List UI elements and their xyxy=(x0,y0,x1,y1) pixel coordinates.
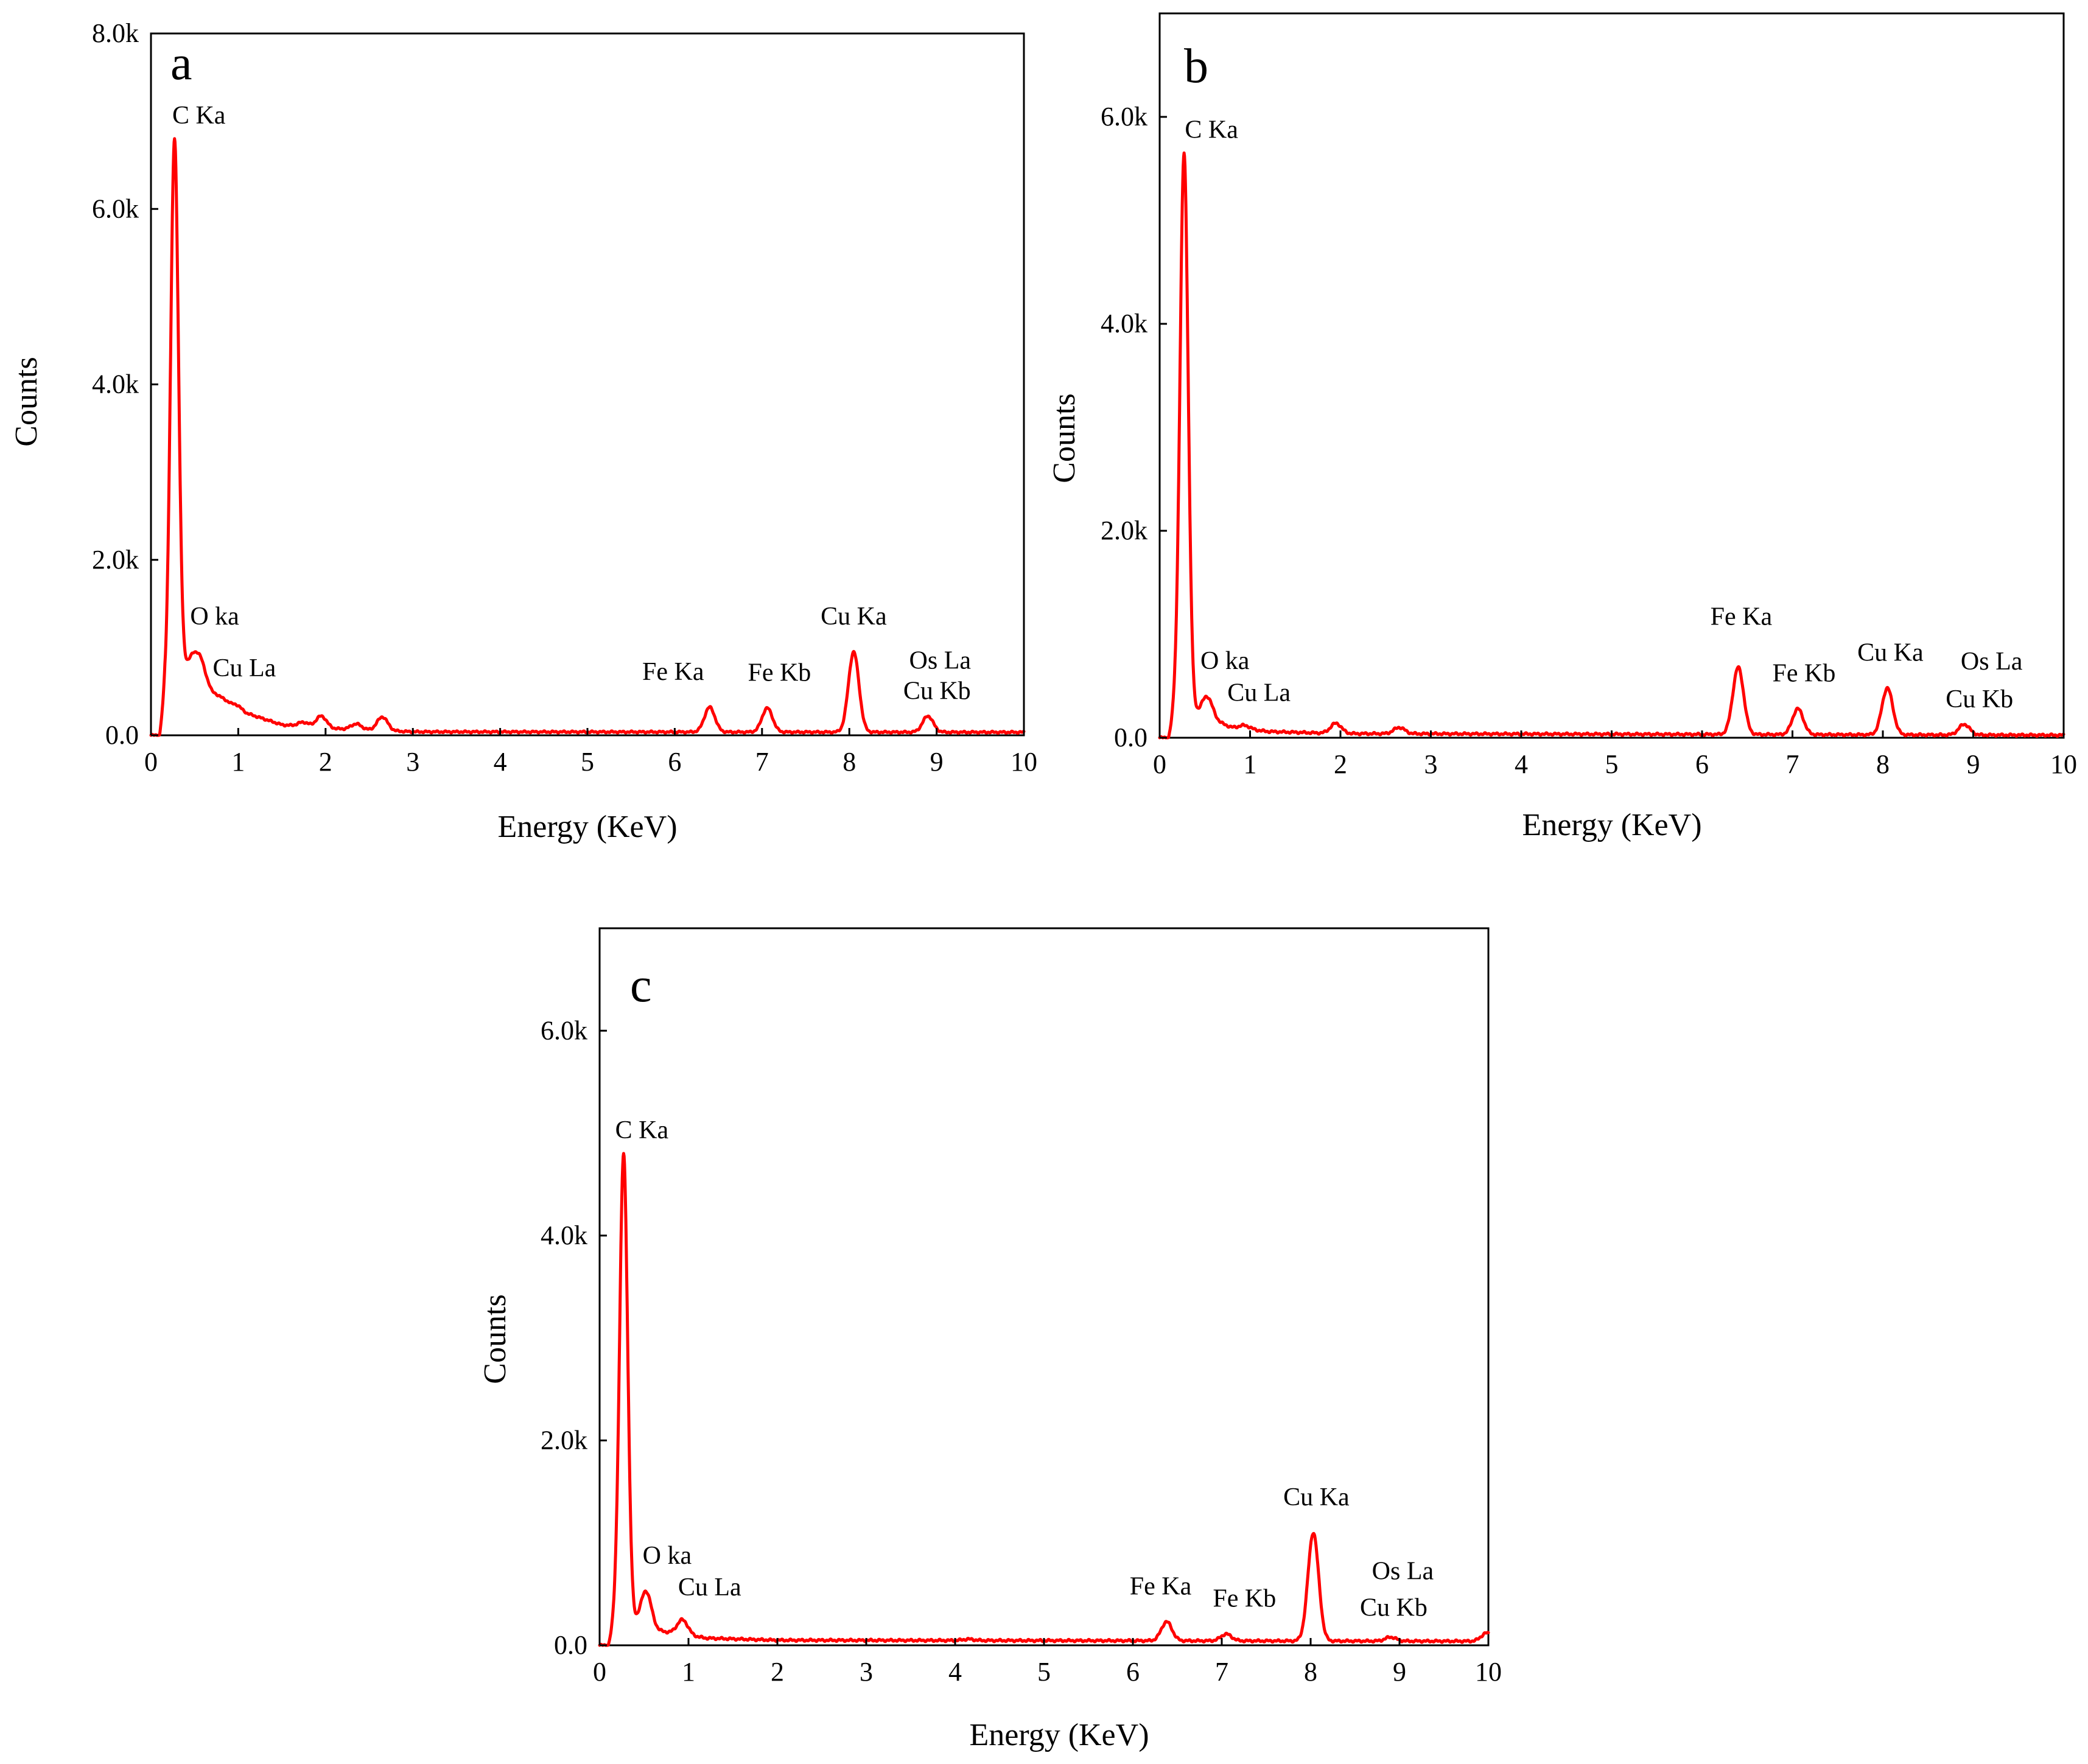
panel-b-peak-label: Cu La xyxy=(1227,679,1291,707)
panel-c-x-tick-label: 10 xyxy=(1475,1657,1502,1687)
panel-c-x-tick-label: 2 xyxy=(771,1657,784,1687)
panel-a-y-tick-label: 6.0k xyxy=(92,194,139,223)
panel-b-spectrum-line xyxy=(1158,151,2065,740)
panel-b-x-tick-label: 2 xyxy=(1334,749,1347,779)
panel-c-x-tick-label: 3 xyxy=(860,1657,873,1687)
panel-b-x-tick-label: 9 xyxy=(1967,749,1980,779)
panel-c-x-tick-label: 8 xyxy=(1304,1657,1317,1687)
panel-b-chart: 0 1 2 3 4 5 6 7 8 9 10 0.0 2.0k 4.0k 6.0k C Ka O ka Cu … xyxy=(1047,12,2077,842)
panel-b-x-tick-label: 3 xyxy=(1424,749,1438,779)
panel-b-x-tick-label: 5 xyxy=(1605,749,1619,779)
panel-a-chart: 0 1 2 3 4 5 6 7 8 9 10 0.0 2.0k 4.0k 6.0k 8.0k C Ka O k… xyxy=(9,18,1037,844)
panel-b-x-axis: 0 1 2 3 4 5 6 7 8 9 10 xyxy=(1153,730,2077,779)
panel-a-x-tick-label: 3 xyxy=(406,747,419,777)
panel-b-y-tick-label: 2.0k xyxy=(1101,516,1147,545)
panel-b-peak-label: Fe Kb xyxy=(1772,659,1835,687)
panel-b-peak-labels: C Ka O ka Cu La Fe Ka Fe Kb Cu Ka Os La Cu Kb xyxy=(1185,116,2022,713)
panel-c-x-tick-label: 5 xyxy=(1037,1657,1051,1687)
panel-c-peak-label: Cu Kb xyxy=(1360,1594,1428,1622)
panel-c-x-tick-label: 4 xyxy=(948,1657,962,1687)
panel-a-x-tick-label: 2 xyxy=(319,747,332,777)
panel-a-y-tick-label: 2.0k xyxy=(92,545,139,575)
panel-b-y-tick-label: 4.0k xyxy=(1101,309,1147,338)
panel-c-x-tick-label: 9 xyxy=(1393,1657,1406,1687)
panel-a-x-tick-label: 1 xyxy=(231,747,245,777)
panel-b-letter: b xyxy=(1184,40,1208,93)
panel-a-peak-label: Os La xyxy=(909,646,972,674)
panel-a-x-tick-label: 10 xyxy=(1011,747,1037,777)
panel-a-x-axis-title: Energy (KeV) xyxy=(497,810,677,844)
panel-b-x-tick-label: 0 xyxy=(1153,749,1166,779)
panel-b-x-tick-label: 7 xyxy=(1786,749,1799,779)
panel-b-x-tick-label: 1 xyxy=(1244,749,1257,779)
panel-a-x-tick-label: 9 xyxy=(930,747,944,777)
panel-b-peak-label: O ka xyxy=(1200,647,1250,675)
panel-b-peak-label: C Ka xyxy=(1185,116,1238,144)
panel-c-peak-label: Fe Kb xyxy=(1213,1584,1276,1612)
panel-c-y-tick-label: 0.0 xyxy=(554,1630,587,1660)
panel-c-y-axis-title: Counts xyxy=(478,1294,513,1384)
panel-c-x-tick-label: 1 xyxy=(682,1657,695,1687)
panel-b-y-tick-label: 6.0k xyxy=(1101,102,1147,131)
panel-c-peak-label: C Ka xyxy=(615,1116,669,1144)
panel-a-y-tick-label: 0.0 xyxy=(105,720,139,750)
panel-a-y-tick-label: 4.0k xyxy=(92,369,139,399)
panel-c-peak-labels: C Ka O ka Cu La Fe Ka Fe Kb Cu Ka Os La Cu Kb xyxy=(615,1116,1434,1622)
panel-a-plot-frame xyxy=(150,32,1025,737)
panel-b-peak-label: Os La xyxy=(1961,648,2023,676)
panel-b-plot-frame xyxy=(1158,12,2065,739)
panel-a-y-tick-label: 8.0k xyxy=(92,18,139,48)
panel-b-x-tick-label: 4 xyxy=(1515,749,1528,779)
panel-c-chart: 0 1 2 3 4 5 6 7 8 9 10 0.0 2.0k 4.0k 6.0k C Ka O ka Cu … xyxy=(478,927,1502,1752)
panel-c-x-axis: 0 1 2 3 4 5 6 7 8 9 10 xyxy=(593,1638,1502,1687)
panel-c-peak-label: O ka xyxy=(643,1542,692,1570)
panel-c-y-tick-label: 6.0k xyxy=(541,1015,587,1045)
panel-c-peak-label: Cu Ka xyxy=(1283,1483,1350,1511)
panel-c-peak-label: Fe Ka xyxy=(1130,1572,1192,1600)
panel-a-x-tick-label: 7 xyxy=(755,747,769,777)
panel-b-x-tick-label: 8 xyxy=(1876,749,1890,779)
panel-a-peak-label: Cu Kb xyxy=(903,677,971,705)
panel-a-peak-label: C Ka xyxy=(172,102,226,130)
panel-a-y-axis-title: Counts xyxy=(9,357,44,446)
panel-a-letter: a xyxy=(170,37,192,90)
panel-a-peak-label: Cu La xyxy=(212,654,276,682)
panel-b-x-axis-title: Energy (KeV) xyxy=(1522,808,1701,842)
panel-a-x-tick-label: 5 xyxy=(581,747,594,777)
panel-b-y-axis-title: Counts xyxy=(1047,393,1082,483)
panel-b-y-axis: 0.0 2.0k 4.0k 6.0k xyxy=(1101,102,1167,752)
panel-c-x-tick-label: 0 xyxy=(593,1657,606,1687)
panel-a-x-tick-label: 0 xyxy=(144,747,158,777)
panel-b-x-tick-label: 10 xyxy=(2050,749,2077,779)
panel-c-plot-frame xyxy=(598,927,1490,1647)
panel-a-peak-label: Cu Ka xyxy=(821,603,887,631)
panel-c-x-tick-label: 7 xyxy=(1215,1657,1228,1687)
panel-c-x-tick-label: 6 xyxy=(1126,1657,1140,1687)
panel-a-x-axis: 0 1 2 3 4 5 6 7 8 9 10 xyxy=(144,728,1037,777)
panel-a-spectrum-line xyxy=(149,137,1026,737)
panel-c-y-tick-label: 4.0k xyxy=(541,1220,587,1250)
panel-b-peak-label: Fe Ka xyxy=(1711,603,1773,631)
panel-a-peak-label: Fe Ka xyxy=(642,658,704,686)
panel-c-spectrum-line xyxy=(598,1152,1490,1647)
panel-c-y-axis: 0.0 2.0k 4.0k 6.0k xyxy=(541,1015,607,1660)
panel-c-peak-label: Cu La xyxy=(678,1573,741,1601)
panel-a-x-tick-label: 6 xyxy=(668,747,681,777)
panel-a-peak-labels: C Ka O ka Cu La Fe Ka Fe Kb Cu Ka Os La Cu Kb xyxy=(172,102,971,705)
panel-c-letter: c xyxy=(630,959,652,1012)
panel-c-x-axis-title: Energy (KeV) xyxy=(969,1718,1149,1752)
panel-a-x-tick-label: 8 xyxy=(843,747,856,777)
panel-b-y-tick-label: 0.0 xyxy=(1114,723,1147,752)
panel-a-peak-label: Fe Kb xyxy=(748,659,811,687)
panel-c-peak-label: Os La xyxy=(1372,1558,1434,1586)
panel-b-x-tick-label: 6 xyxy=(1695,749,1709,779)
panel-a-y-axis: 0.0 2.0k 4.0k 6.0k 8.0k xyxy=(92,18,158,750)
panel-b-peak-label: Cu Kb xyxy=(1946,685,2013,713)
panel-a-x-tick-label: 4 xyxy=(494,747,507,777)
panel-c-y-tick-label: 2.0k xyxy=(541,1425,587,1455)
panel-a-peak-label: O ka xyxy=(190,603,239,631)
panel-b-peak-label: Cu Ka xyxy=(1857,639,1924,667)
